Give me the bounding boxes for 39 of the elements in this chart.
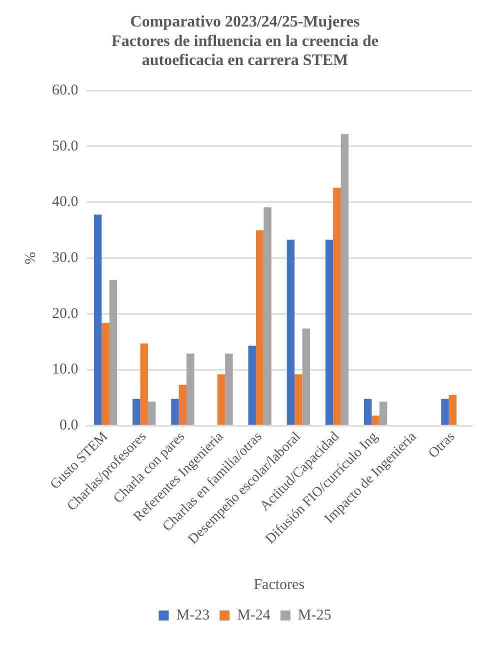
bar xyxy=(364,398,372,425)
bar xyxy=(302,328,310,425)
y-tick-label: 20.0 xyxy=(52,306,78,322)
bar xyxy=(132,398,140,425)
bar xyxy=(286,240,295,425)
bar xyxy=(372,416,380,425)
bar xyxy=(178,384,187,425)
chart-title: Comparativo 2023/24/25-Mujeres Factores de influencia en la creencia de autoeficacia en carrera STEM xyxy=(112,14,378,70)
bar xyxy=(217,374,226,425)
y-tick-label: 0.0 xyxy=(60,418,78,434)
bar xyxy=(102,322,110,425)
y-tick-label: 50.0 xyxy=(52,138,78,154)
legend-label: M-23 xyxy=(176,607,210,624)
y-axis-title: % xyxy=(22,252,39,264)
y-tick-label: 30.0 xyxy=(52,250,78,266)
bar xyxy=(379,402,388,425)
bar xyxy=(186,354,194,425)
bar xyxy=(109,280,118,425)
bar xyxy=(256,230,264,425)
y-tick-label: 40.0 xyxy=(52,194,78,210)
bar xyxy=(325,240,334,425)
bar xyxy=(248,346,256,425)
bar xyxy=(94,214,102,425)
legend-label: M-25 xyxy=(298,607,332,624)
bar xyxy=(171,398,179,425)
bar xyxy=(294,374,302,425)
bar xyxy=(333,188,341,425)
bar xyxy=(140,344,148,425)
bar xyxy=(441,398,449,425)
x-axis-title: Factores xyxy=(254,576,305,593)
bar xyxy=(264,207,272,425)
legend-label: M-24 xyxy=(237,607,271,624)
y-tick-label: 10.0 xyxy=(52,362,78,378)
bar xyxy=(448,394,457,425)
y-tick-label: 60.0 xyxy=(52,82,78,99)
bar xyxy=(340,134,349,425)
bar xyxy=(148,402,156,425)
x-tick-label: Otras xyxy=(426,429,458,462)
bar xyxy=(225,354,233,425)
